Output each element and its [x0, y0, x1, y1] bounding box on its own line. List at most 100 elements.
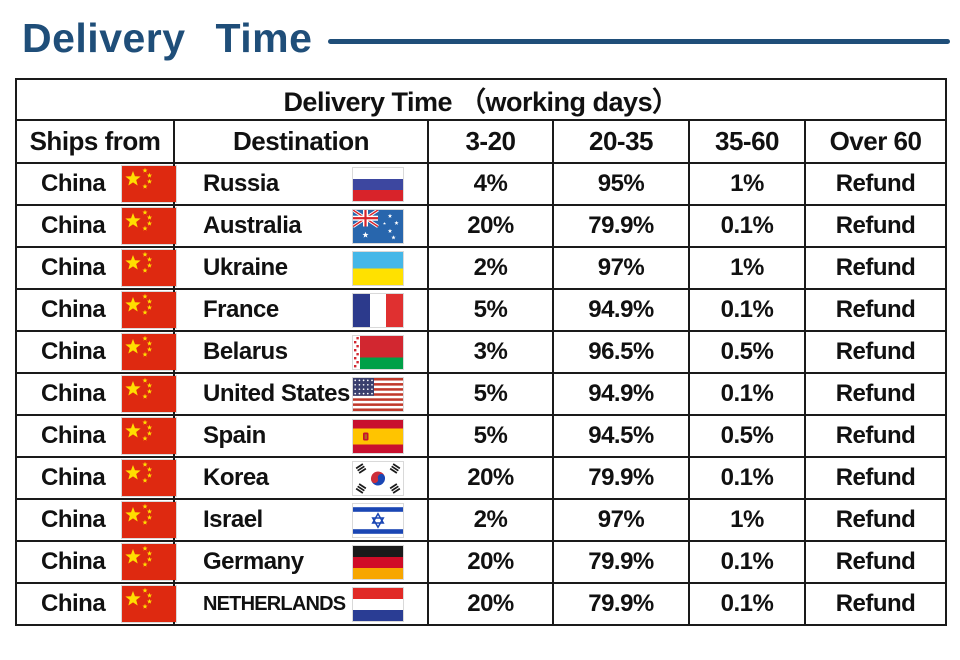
china-flag-icon: [121, 417, 178, 455]
value-cell-20-35: 94.9%: [552, 288, 690, 332]
ships-from-label: China: [41, 464, 106, 491]
destination-label: Ukraine: [203, 254, 288, 281]
value-cell-3-20: 2%: [427, 246, 554, 290]
ships-from-label: China: [41, 506, 106, 533]
value-cell-35-60: 0.5%: [688, 330, 806, 374]
destination-label: France: [203, 296, 279, 323]
title-rule: [328, 38, 950, 44]
value-cell-over-60: Refund: [803, 456, 948, 500]
table-row: China NETHERLANDS 20% 79.9% 0.1% Refund: [15, 582, 948, 626]
value-cell-over-60: Refund: [803, 162, 948, 206]
destination-label: Spain: [203, 422, 266, 449]
table-row: China Australia 20% 79.9% 0.1% Refund: [15, 204, 948, 248]
destination-label: Germany: [203, 548, 304, 575]
china-flag-icon: [121, 291, 178, 329]
column-header-3-20: 3-20: [427, 119, 554, 164]
value-cell-35-60: 0.1%: [688, 456, 806, 500]
table-title: Delivery Time （working days）: [14, 78, 948, 121]
ships-from-cell: China: [15, 456, 178, 500]
germany-flag-icon: [352, 544, 404, 580]
china-flag-icon: [121, 207, 178, 245]
value-cell-20-35: 97%: [552, 246, 690, 290]
ships-from-label: China: [41, 254, 106, 281]
destination-label: NETHERLANDS: [203, 592, 346, 615]
value-cell-3-20: 4%: [427, 162, 554, 206]
value-cell-3-20: 20%: [427, 582, 554, 626]
china-flag-icon: [121, 375, 178, 413]
belarus-flag-icon: [352, 334, 404, 370]
value-cell-35-60: 0.1%: [688, 204, 806, 248]
korea-flag-icon: [352, 460, 404, 496]
value-cell-3-20: 20%: [427, 456, 554, 500]
ships-from-label: China: [41, 380, 106, 407]
table-row: China Israel 2% 97% 1% Refund: [15, 498, 948, 542]
value-cell-3-20: 20%: [427, 204, 554, 248]
value-cell-35-60: 1%: [688, 162, 806, 206]
column-header-ships-from: Ships from: [15, 119, 175, 164]
value-cell-20-35: 94.9%: [552, 372, 690, 416]
value-cell-3-20: 3%: [427, 330, 554, 374]
china-flag-icon: [121, 249, 178, 287]
destination-label: United States: [203, 380, 350, 407]
destination-cell: France: [173, 288, 429, 332]
delivery-table: Delivery Time （working days） Ships from D…: [14, 78, 948, 626]
value-cell-over-60: Refund: [803, 414, 948, 458]
usa-flag-icon: [352, 376, 404, 412]
destination-cell: Belarus: [173, 330, 429, 374]
value-cell-20-35: 79.9%: [552, 456, 690, 500]
value-cell-over-60: Refund: [803, 540, 948, 584]
netherlands-flag-icon: [352, 586, 404, 622]
destination-label: Belarus: [203, 338, 288, 365]
value-cell-over-60: Refund: [803, 582, 948, 626]
ships-from-label: China: [41, 170, 106, 197]
china-flag-icon: [121, 165, 178, 203]
china-flag-icon: [121, 459, 178, 497]
value-cell-20-35: 95%: [552, 162, 690, 206]
ships-from-label: China: [41, 590, 106, 617]
value-cell-35-60: 1%: [688, 498, 806, 542]
ships-from-label: China: [41, 338, 106, 365]
value-cell-3-20: 5%: [427, 372, 554, 416]
value-cell-20-35: 79.9%: [552, 204, 690, 248]
value-cell-over-60: Refund: [803, 204, 948, 248]
ships-from-label: China: [41, 296, 106, 323]
value-cell-20-35: 96.5%: [552, 330, 690, 374]
destination-cell: Germany: [173, 540, 429, 584]
ships-from-cell: China: [15, 246, 178, 290]
destination-label: Russia: [203, 170, 279, 197]
table-row: China Russia 4% 95% 1% Refund: [15, 162, 948, 206]
column-header-20-35: 20-35: [552, 119, 690, 164]
australia-flag-icon: [352, 208, 404, 244]
destination-cell: Australia: [173, 204, 429, 248]
ukraine-flag-icon: [352, 250, 404, 286]
destination-cell: Spain: [173, 414, 429, 458]
table-row: China Germany 20% 79.9% 0.1% Refund: [15, 540, 948, 584]
israel-flag-icon: [352, 502, 404, 538]
ships-from-cell: China: [15, 288, 178, 332]
column-header-35-60: 35-60: [688, 119, 806, 164]
ships-from-label: China: [41, 422, 106, 449]
value-cell-20-35: 97%: [552, 498, 690, 542]
ships-from-cell: China: [15, 414, 178, 458]
value-cell-over-60: Refund: [803, 246, 948, 290]
destination-cell: Ukraine: [173, 246, 429, 290]
value-cell-35-60: 0.5%: [688, 414, 806, 458]
china-flag-icon: [121, 501, 178, 539]
value-cell-35-60: 0.1%: [688, 582, 806, 626]
column-header-destination: Destination: [173, 119, 429, 164]
destination-label: Australia: [203, 212, 302, 239]
value-cell-20-35: 79.9%: [552, 582, 690, 626]
value-cell-3-20: 20%: [427, 540, 554, 584]
value-cell-over-60: Refund: [803, 498, 948, 542]
ships-from-cell: China: [15, 204, 178, 248]
value-cell-over-60: Refund: [803, 288, 948, 332]
destination-label: Korea: [203, 464, 269, 491]
destination-cell: Korea: [173, 456, 429, 500]
china-flag-icon: [121, 543, 178, 581]
column-header-over-60: Over 60: [803, 119, 948, 164]
ships-from-cell: China: [15, 582, 178, 626]
ships-from-label: China: [41, 548, 106, 575]
value-cell-35-60: 0.1%: [688, 288, 806, 332]
value-cell-over-60: Refund: [803, 330, 948, 374]
table-header-row: Ships from Destination 3-20 20-35 35-60 Over …: [15, 119, 948, 164]
